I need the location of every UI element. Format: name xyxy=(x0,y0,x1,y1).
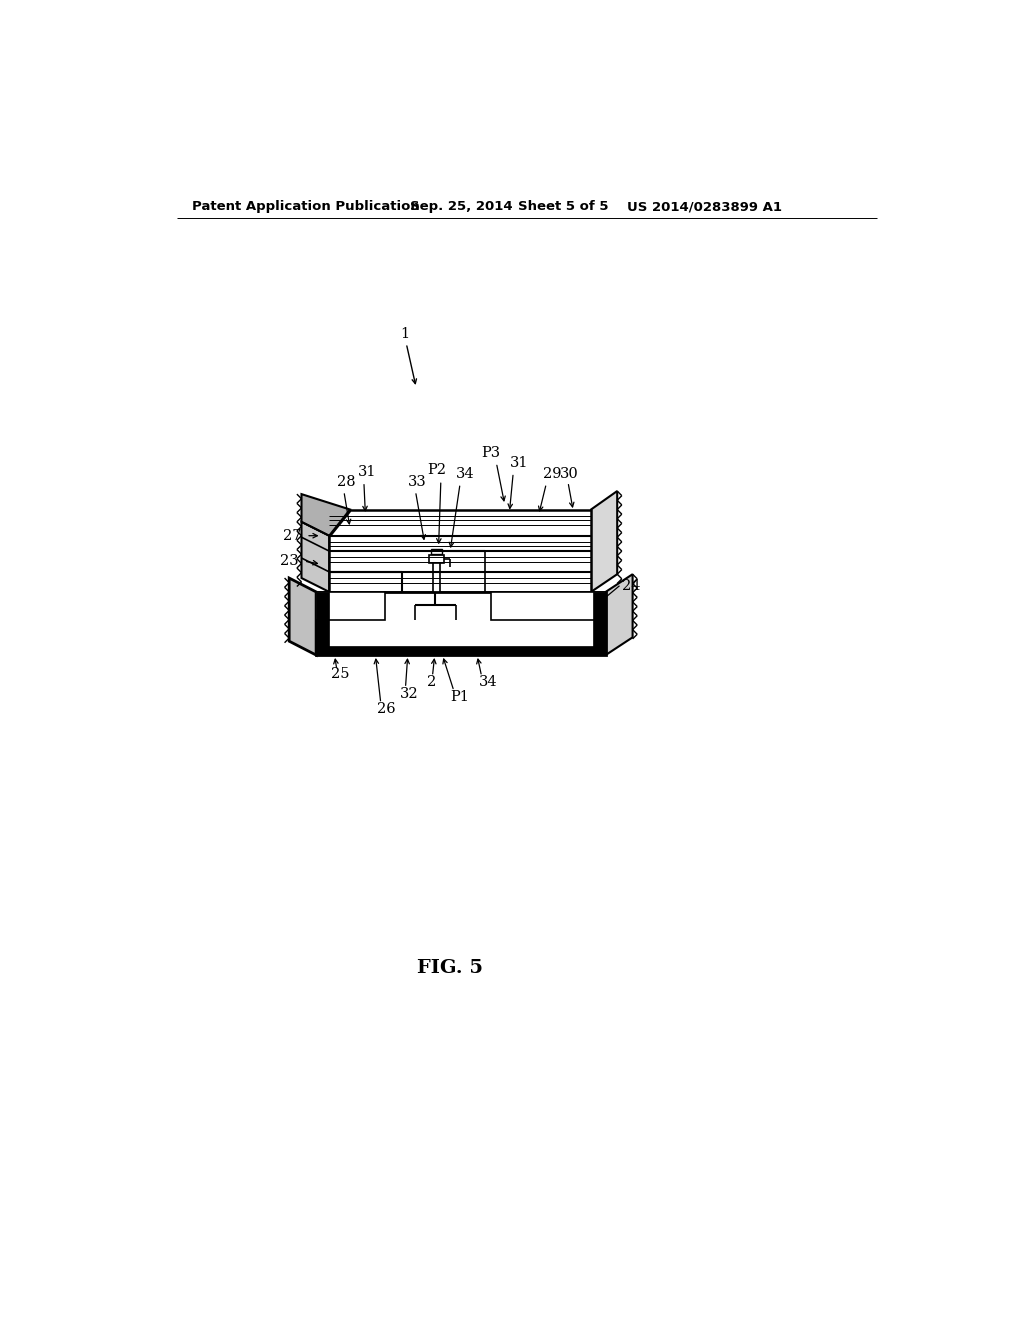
Polygon shape xyxy=(431,549,442,554)
Text: 30: 30 xyxy=(560,467,579,480)
Text: 34: 34 xyxy=(478,675,498,689)
Polygon shape xyxy=(591,491,617,591)
Polygon shape xyxy=(490,591,605,620)
Text: 28: 28 xyxy=(337,475,355,488)
Text: 32: 32 xyxy=(400,686,419,701)
Polygon shape xyxy=(316,591,605,655)
Text: 29: 29 xyxy=(544,467,562,480)
Polygon shape xyxy=(330,510,591,591)
Text: Sheet 5 of 5: Sheet 5 of 5 xyxy=(518,201,608,214)
Text: 23: 23 xyxy=(280,554,298,568)
Text: 25: 25 xyxy=(331,668,349,681)
Text: P2: P2 xyxy=(428,463,446,478)
Polygon shape xyxy=(433,562,440,594)
Text: FIG. 5: FIG. 5 xyxy=(417,960,483,977)
Text: 26: 26 xyxy=(377,702,395,715)
Text: 33: 33 xyxy=(408,475,427,488)
Text: 31: 31 xyxy=(357,465,376,479)
Text: P1: P1 xyxy=(451,690,469,705)
Polygon shape xyxy=(289,578,316,655)
Text: Patent Application Publication: Patent Application Publication xyxy=(193,201,420,214)
Polygon shape xyxy=(593,591,605,655)
Polygon shape xyxy=(316,591,385,620)
Text: Sep. 25, 2014: Sep. 25, 2014 xyxy=(410,201,513,214)
Text: 24: 24 xyxy=(622,578,640,593)
Polygon shape xyxy=(301,494,350,536)
Text: 2: 2 xyxy=(427,675,436,689)
Text: 34: 34 xyxy=(456,467,474,480)
Text: 31: 31 xyxy=(509,455,528,470)
Polygon shape xyxy=(429,554,444,562)
Text: US 2014/0283899 A1: US 2014/0283899 A1 xyxy=(628,201,782,214)
Polygon shape xyxy=(316,591,330,655)
Text: 1: 1 xyxy=(400,327,410,341)
Polygon shape xyxy=(316,645,605,655)
Polygon shape xyxy=(301,521,330,591)
Text: P3: P3 xyxy=(481,446,501,459)
Polygon shape xyxy=(605,574,633,655)
Text: 27: 27 xyxy=(283,529,301,543)
